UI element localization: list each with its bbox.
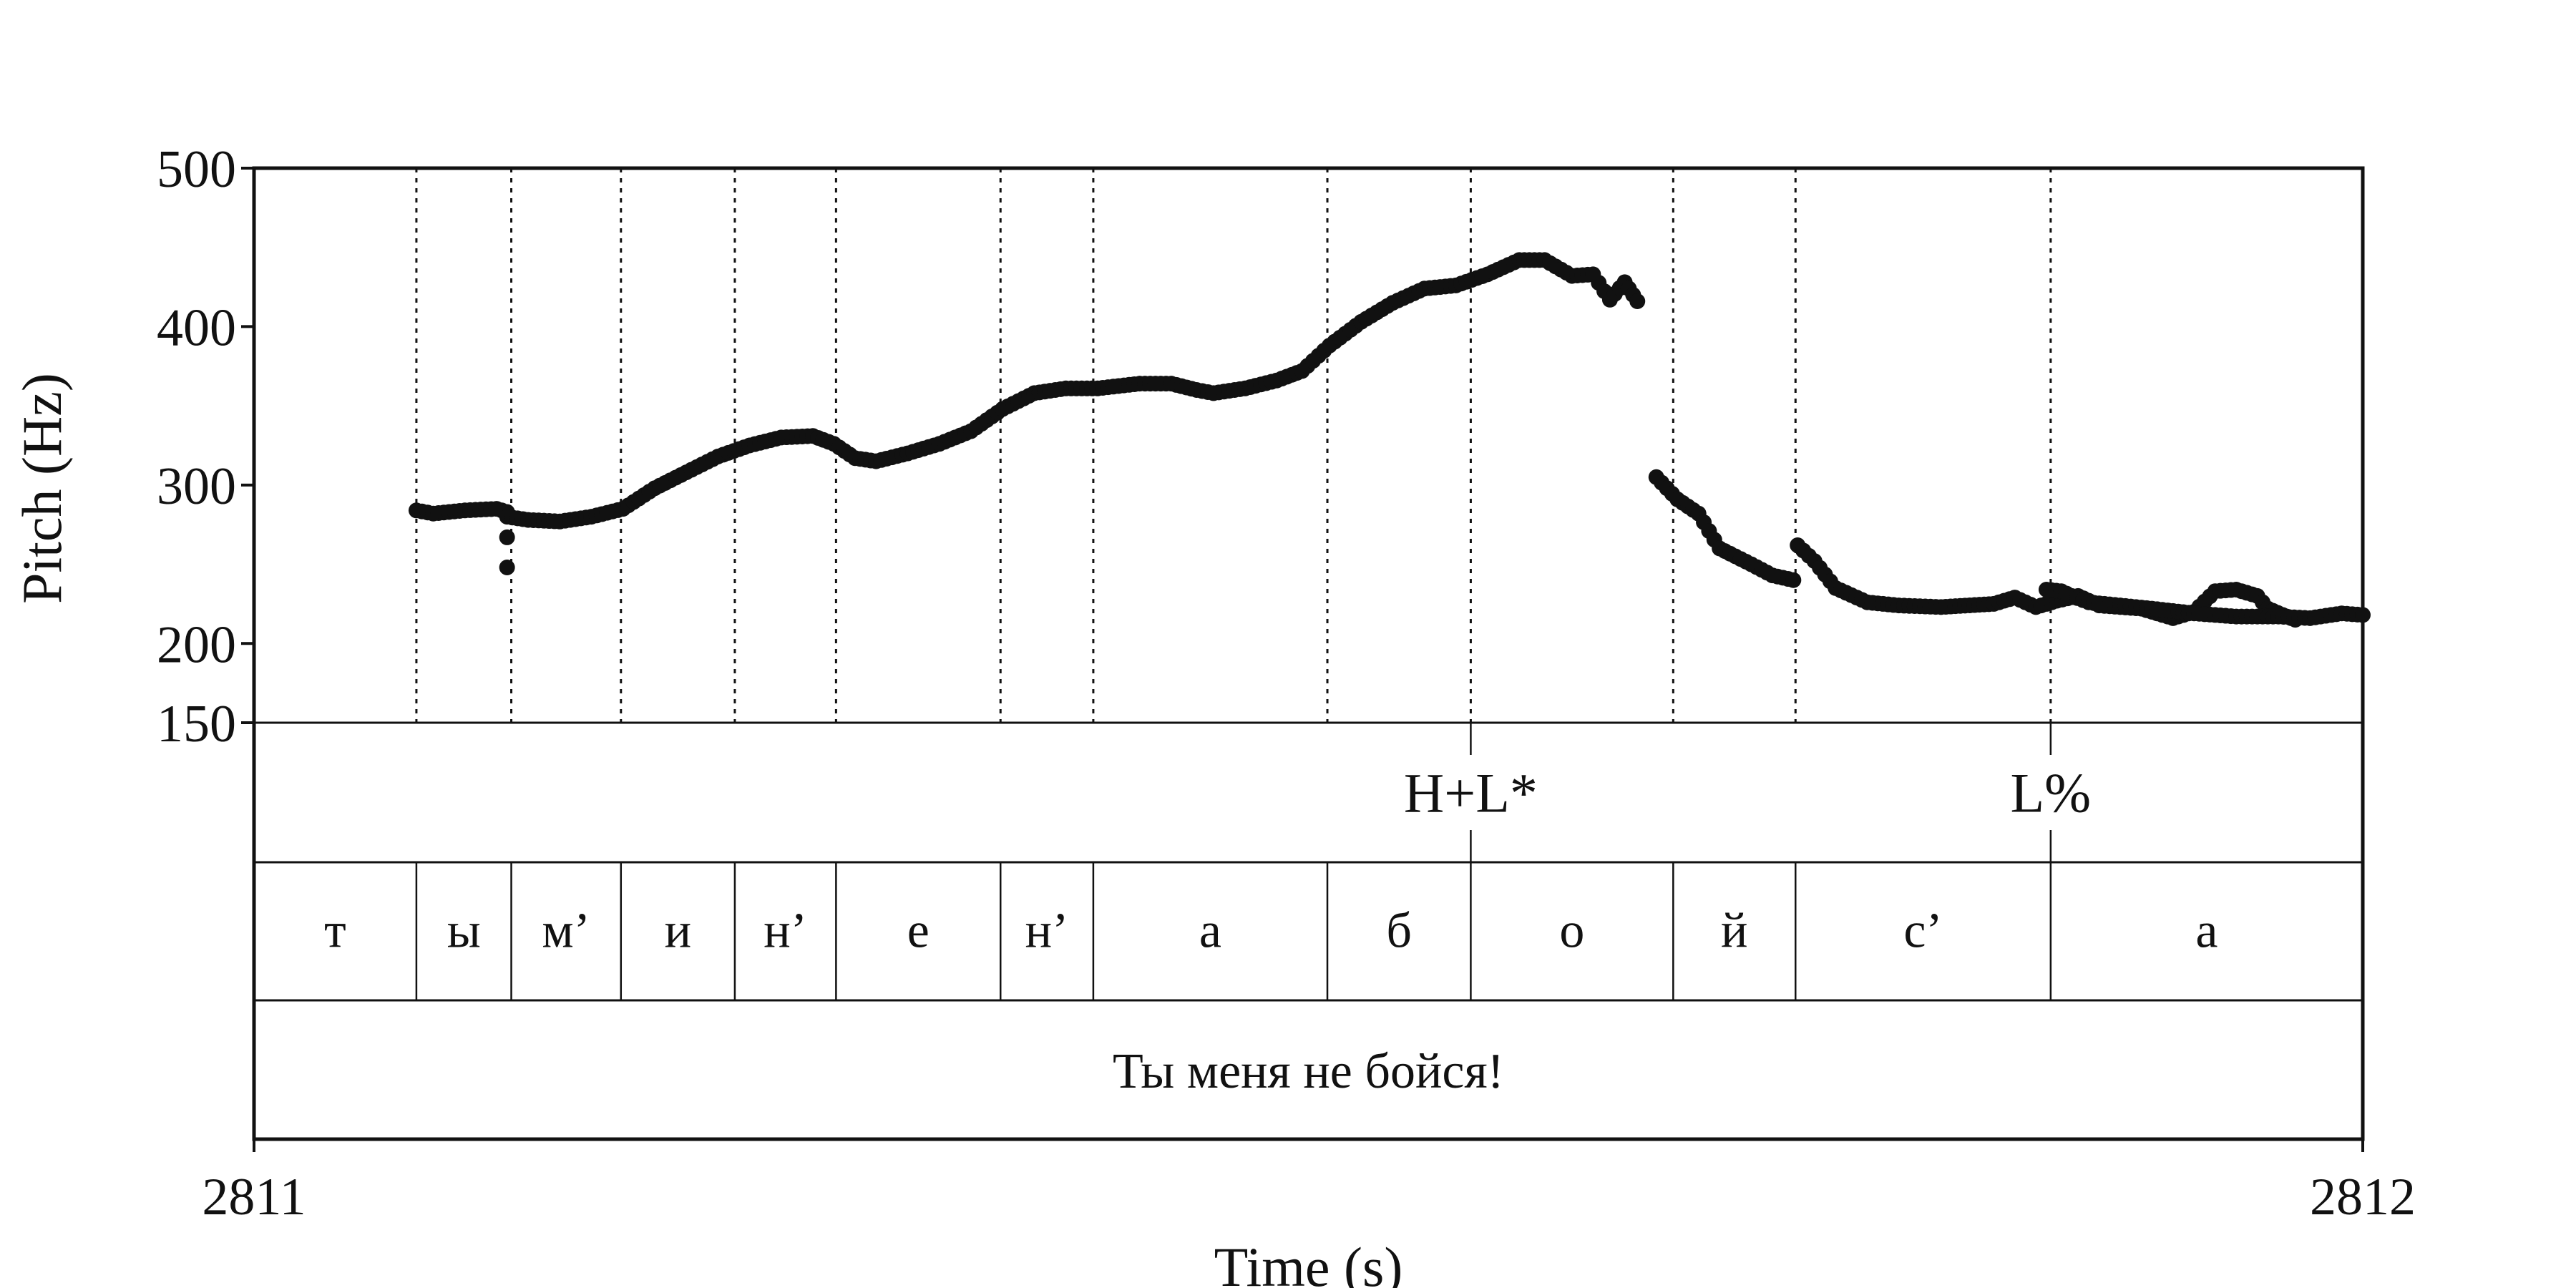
- segment-label-9: о: [1559, 904, 1584, 959]
- segment-label-4: н’: [763, 904, 807, 959]
- segment-label-10: й: [1721, 904, 1747, 959]
- segment-label-2: м’: [542, 904, 590, 959]
- segment-label-3: и: [665, 904, 691, 959]
- segment-label-8: б: [1386, 904, 1412, 959]
- segment-label-7: а: [1199, 904, 1221, 959]
- x-axis-label: Time (s): [1214, 1236, 1403, 1288]
- tone-label-0: H+L*: [1404, 762, 1538, 824]
- segment-label-11: с’: [1903, 904, 1942, 959]
- sentence-label: Ты меня не бойся!: [1113, 1044, 1504, 1099]
- segment-label-6: н’: [1025, 904, 1069, 959]
- pitch-point-260: [1785, 572, 1802, 588]
- segment-label-0: т: [324, 904, 346, 959]
- pitch-point-419: [499, 529, 515, 545]
- y-tick-label-0: 500: [157, 140, 236, 199]
- pitch-point-420: [499, 560, 515, 575]
- x-tick-label-1: 2812: [2310, 1168, 2416, 1226]
- plot-frame: [252, 166, 2365, 1141]
- segment-label-1: ы: [447, 904, 481, 959]
- y-tick-label-3: 200: [157, 615, 236, 674]
- y-tick-label-1: 400: [157, 298, 236, 357]
- boundary-lines: [415, 168, 2052, 723]
- y-axis-label: Pitch (Hz): [11, 373, 73, 604]
- tone-label-1: L%: [2011, 762, 2092, 824]
- x-tick-label-0: 2811: [202, 1168, 306, 1226]
- segment-label-12: а: [2195, 904, 2218, 959]
- y-tick-label-2: 300: [157, 457, 236, 516]
- segment-label-5: е: [907, 904, 930, 959]
- y-tick-label-4: 150: [157, 695, 236, 753]
- pitch-points: [408, 252, 2371, 628]
- pitch-point-233: [1629, 293, 1646, 309]
- annotation-tiers: H+L* L% т ы м’ и н’ е н’ а б о й с’ а Ты меня не бойся!: [254, 721, 2363, 1099]
- axes: 500 400 300 200 150 2811 2812 Time (s) Pitch (Hz…: [11, 140, 2416, 1288]
